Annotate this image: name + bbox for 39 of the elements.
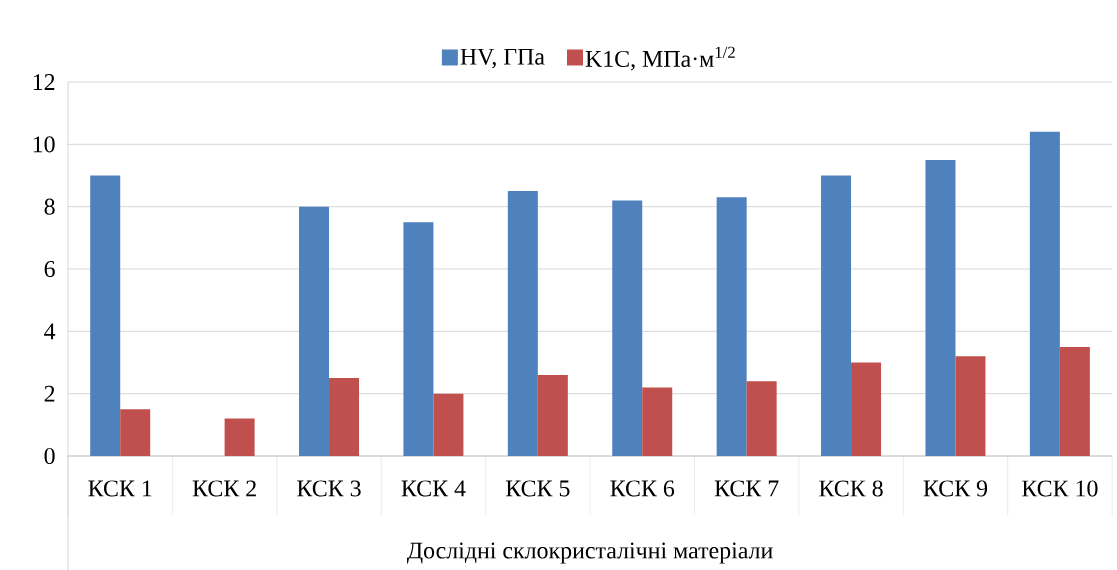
legend-label: HV, ГПа [460,48,545,69]
x-tick-label: КСК 9 [923,480,988,497]
x-tick-label: КСК 6 [610,480,675,497]
bar [851,362,882,456]
x-tick-label: КСК 3 [297,480,361,497]
bar [612,200,643,456]
x-tick-label: КСК 2 [192,480,256,497]
x-tick-label: КСК 1 [88,480,152,497]
x-axis-title: Дослідні склокристалічні матеріали [406,542,773,564]
y-tick-label: 12 [33,74,55,90]
bar [1029,131,1060,456]
y-tick-label: 6 [44,260,55,278]
bar [925,159,956,456]
y-tick-label: 10 [33,136,55,153]
x-tick-label: КСК 4 [401,480,466,497]
bar [1059,346,1090,456]
x-tick-label: КСК 5 [505,480,570,497]
bar [90,175,121,456]
bar [955,356,986,456]
y-tick-label: 8 [44,198,55,215]
bar [403,222,434,456]
bar [716,197,747,456]
legend-label: K1C, МПа·м$^{1/2}$ [585,46,735,71]
bar [224,418,255,456]
bar [329,378,360,456]
x-tick-label: КСК 10 [1021,480,1098,497]
bar [120,409,151,456]
bar [642,387,673,456]
y-tick-label: 2 [44,385,55,402]
bar [537,374,568,456]
bar [746,381,777,456]
bar [507,191,538,456]
x-tick-label: КСК 8 [819,480,883,497]
bar [299,206,330,456]
bar [433,393,464,456]
y-tick-label: 4 [44,323,56,340]
x-tick-label: КСК 7 [714,480,779,497]
bar [821,175,852,456]
y-tick-label: 0 [44,447,55,465]
